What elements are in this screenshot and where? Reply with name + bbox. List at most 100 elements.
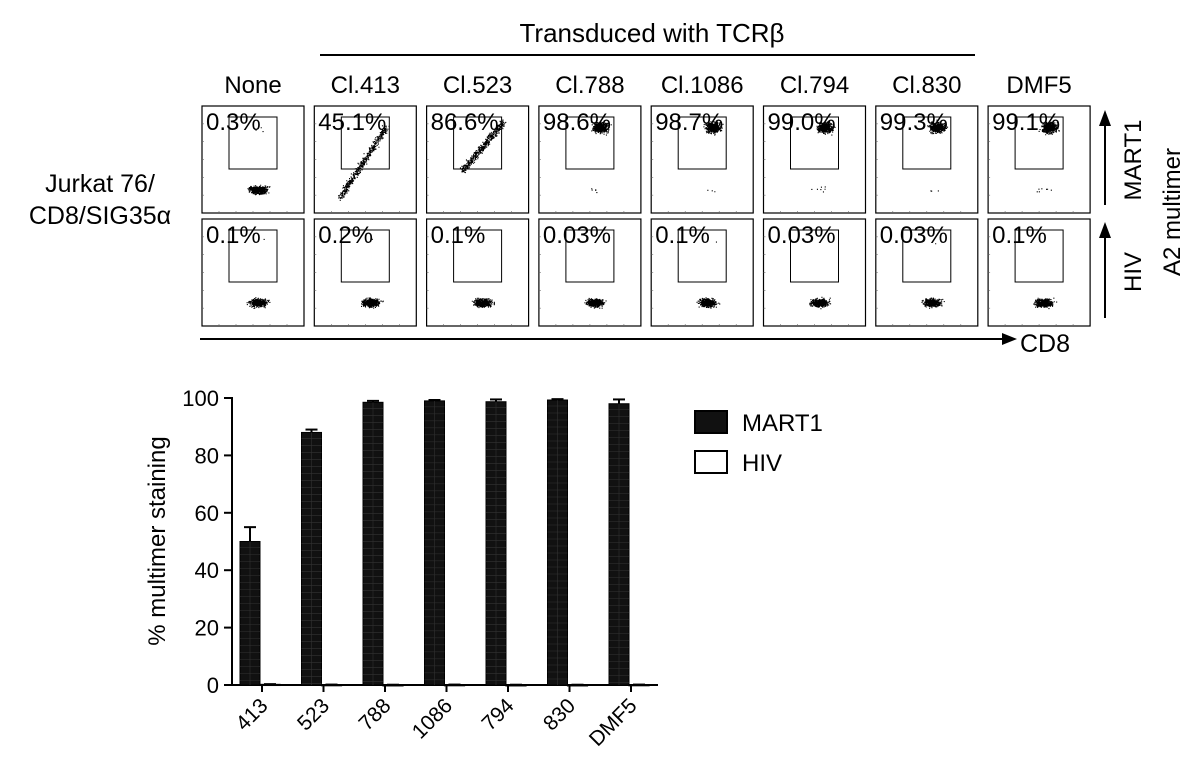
- gate-box: [790, 116, 839, 170]
- flow-plot-frame: [313, 218, 417, 327]
- scatter-dots: [471, 297, 495, 309]
- gate-box: [1014, 229, 1064, 283]
- y-tick-label: 80: [195, 443, 219, 468]
- flow-plot: 98.6%: [538, 105, 642, 214]
- transduced-title: Transduced with TCRβ: [520, 18, 785, 48]
- y-axis-label: % multimer staining: [144, 436, 171, 645]
- x-tick-label: 830: [539, 694, 580, 735]
- gate-percent: 99.3%: [880, 109, 948, 136]
- legend-swatch-mart1: [694, 410, 728, 434]
- gate-percent: 0.1%: [992, 222, 1047, 249]
- scatter-dots: [703, 121, 724, 193]
- gate-box: [340, 116, 390, 170]
- gate-percent: 98.7%: [655, 109, 723, 136]
- flow-panel: Transduced with TCRβ Jurkat 76/ CD8/SIG3…: [29, 18, 1186, 358]
- scatter-dots: [809, 296, 832, 310]
- gate-box: [677, 229, 727, 283]
- scatter-dots: [1033, 297, 1058, 310]
- y-tick-label: 100: [182, 386, 219, 411]
- x-tick-label: 788: [354, 694, 395, 735]
- y-tick-label: 60: [195, 501, 219, 526]
- gate-box: [1014, 116, 1064, 170]
- flow-plot-frame: [875, 218, 979, 327]
- flow-columns: None Cl.413 Cl.523 Cl.788 Cl.1086 Cl.794 Cl.83…: [224, 72, 1071, 99]
- cd8-axis-label: CD8: [1020, 330, 1070, 358]
- scatter-dots: [361, 238, 384, 309]
- gate-percent: 0.3%: [206, 109, 261, 136]
- scatter-dots: [1036, 121, 1060, 193]
- column-header: None: [224, 72, 281, 99]
- flow-plot-frame: [987, 218, 1091, 327]
- flow-plot-frame: [426, 218, 530, 327]
- y-tick-label: 40: [195, 558, 219, 583]
- legend-label-mart1: MART1: [742, 410, 823, 437]
- flow-plot: 99.3%: [875, 105, 979, 214]
- flow-plot: 99.0%: [762, 105, 867, 214]
- flow-plot-frame: [987, 105, 1091, 214]
- scatter-dots: [584, 297, 607, 309]
- gate-percent: 99.0%: [768, 109, 836, 136]
- gate-box: [565, 229, 615, 283]
- x-tick-label: 794: [477, 694, 518, 735]
- flow-plot-frame: [762, 218, 867, 327]
- flow-plot: 0.3%: [201, 105, 305, 214]
- x-tick-label: 523: [293, 694, 334, 735]
- row-label-line2: CD8/SIG35α: [29, 202, 171, 230]
- row-label-line1: Jurkat 76/: [45, 170, 155, 198]
- gate-box: [340, 229, 390, 283]
- gate-box: [228, 229, 278, 283]
- gate-percent: 0.1%: [655, 222, 710, 249]
- gate-percent: 99.1%: [992, 109, 1060, 136]
- scatter-dots: [696, 241, 721, 309]
- flow-plot: 98.7%: [650, 105, 754, 214]
- flow-plot-frame: [875, 105, 979, 214]
- cd8-arrow-head-icon: [1002, 333, 1017, 345]
- hiv-row-label: HIV: [1120, 252, 1147, 292]
- x-tick-label: 1086: [408, 694, 457, 743]
- column-header: Cl.788: [555, 72, 624, 99]
- gate-box: [902, 116, 952, 170]
- scatter-dots: [338, 125, 390, 201]
- gate-percent: 45.1%: [318, 109, 386, 136]
- gate-percent: 0.1%: [431, 222, 486, 249]
- gate-percent: 98.6%: [543, 109, 611, 136]
- column-header: Cl.830: [892, 72, 961, 99]
- gate-box: [790, 229, 839, 283]
- flow-plot-frame: [538, 218, 642, 327]
- gate-percent: 0.1%: [206, 222, 261, 249]
- x-tick-label: DMF5: [585, 694, 642, 751]
- scatter-dots: [459, 119, 507, 174]
- gate-percent: 86.6%: [431, 109, 499, 136]
- scatter-dots: [590, 121, 612, 194]
- flow-plot: 45.1%: [313, 105, 417, 214]
- flow-plot: 0.2%: [313, 218, 417, 327]
- legend-label-hiv: HIV: [742, 450, 782, 477]
- flow-plot-frame: [762, 105, 867, 214]
- legend-swatch-hiv: [694, 450, 728, 474]
- gate-box: [453, 116, 503, 170]
- flow-plot: 86.6%: [426, 105, 530, 214]
- flow-plot: 0.03%: [538, 218, 642, 327]
- bar-chart: % multimer staining 0 20 40 60 80 100 413 523 78…: [144, 386, 823, 751]
- hiv-arrow-head-icon: [1099, 222, 1111, 238]
- a2-multimer-axis-label: A2 multimer: [1159, 148, 1186, 276]
- scatter-dots: [247, 127, 271, 196]
- gate-percent: 0.03%: [543, 222, 611, 249]
- flow-plot: 0.1%: [987, 218, 1091, 327]
- flow-plot: 0.1%: [201, 218, 305, 327]
- y-tick-label: 0: [207, 673, 219, 698]
- column-header: Cl.1086: [661, 72, 744, 99]
- flow-plot-frame: [538, 105, 642, 214]
- flow-plot: 0.03%: [875, 218, 979, 327]
- flow-plot: 0.1%: [650, 218, 754, 327]
- gate-box: [565, 116, 615, 170]
- mart1-row-label: MART1: [1120, 120, 1147, 201]
- column-header: Cl.413: [331, 72, 400, 99]
- flow-plot: 99.1%: [987, 105, 1091, 214]
- chart-marks: 0 20 40 60 80 100 413 523 788 1086 794 830 DMF5: [182, 386, 650, 751]
- scatter-dots: [246, 238, 271, 309]
- gate-box: [228, 116, 278, 170]
- gate-box: [453, 229, 503, 283]
- column-header: DMF5: [1006, 72, 1071, 99]
